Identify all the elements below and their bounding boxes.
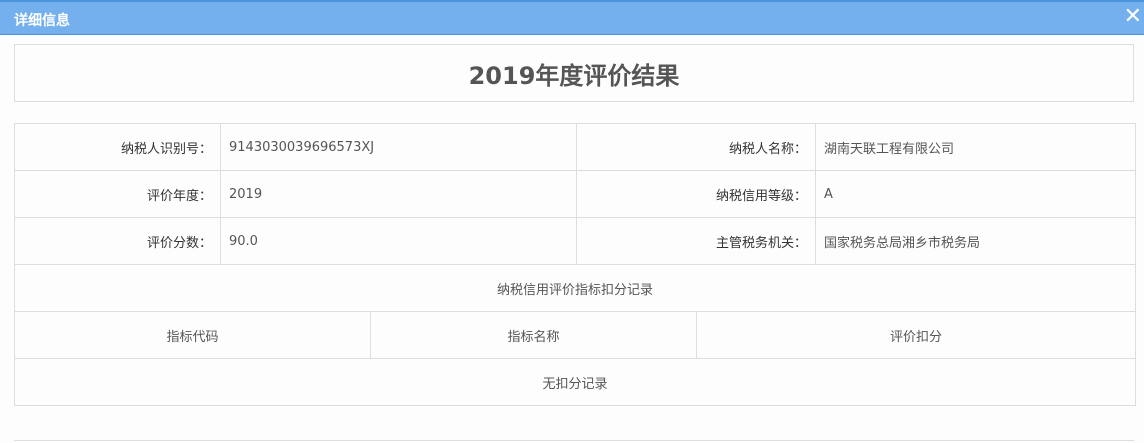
eval-score-value: 90.0: [219, 217, 578, 265]
close-icon[interactable]: ✕: [1123, 4, 1142, 29]
report-title-box: 2019年度评价结果: [14, 44, 1134, 102]
report-title: 2019年度评价结果: [468, 61, 680, 90]
table-row: 纳税人识别号： 9143030039696573XJ 纳税人名称： 湖南天联工程…: [14, 123, 1137, 171]
table-row: 评价年度： 2019 纳税信用等级： A: [14, 170, 1137, 218]
tax-authority-label: 主管税务机关：: [576, 217, 817, 265]
evaluation-table: 纳税人识别号： 9143030039696573XJ 纳税人名称： 湖南天联工程…: [13, 123, 1137, 406]
eval-score-label: 评价分数：: [14, 217, 221, 265]
credit-level-value: A: [815, 170, 1137, 218]
divider: [14, 440, 1134, 441]
taxpayer-name-value: 湖南天联工程有限公司: [815, 123, 1137, 171]
table-row: 纳税信用评价指标扣分记录: [13, 264, 1137, 312]
credit-level-label: 纳税信用等级：: [576, 170, 817, 218]
taxpayer-name-label: 纳税人名称：: [576, 123, 817, 171]
column-header-code: 指标代码: [14, 311, 371, 359]
table-header-row: 指标代码 指标名称 评价扣分: [14, 311, 1137, 359]
tax-authority-value: 国家税务总局湘乡市税务局: [815, 217, 1137, 265]
dialog-header: 详细信息 ✕: [0, 0, 1144, 35]
empty-record-text: 无扣分记录: [13, 358, 1137, 406]
column-header-deduction: 评价扣分: [696, 311, 1137, 359]
column-header-name: 指标名称: [369, 311, 698, 359]
table-row: 评价分数： 90.0 主管税务机关： 国家税务总局湘乡市税务局: [14, 217, 1137, 265]
eval-year-label: 评价年度：: [14, 170, 221, 218]
taxpayer-id-label: 纳税人识别号：: [14, 123, 221, 171]
eval-year-value: 2019: [219, 170, 578, 218]
table-row: 无扣分记录: [13, 358, 1137, 406]
deduction-section-title: 纳税信用评价指标扣分记录: [13, 264, 1137, 312]
taxpayer-id-value: 9143030039696573XJ: [219, 123, 578, 171]
dialog-title: 详细信息: [14, 13, 70, 29]
